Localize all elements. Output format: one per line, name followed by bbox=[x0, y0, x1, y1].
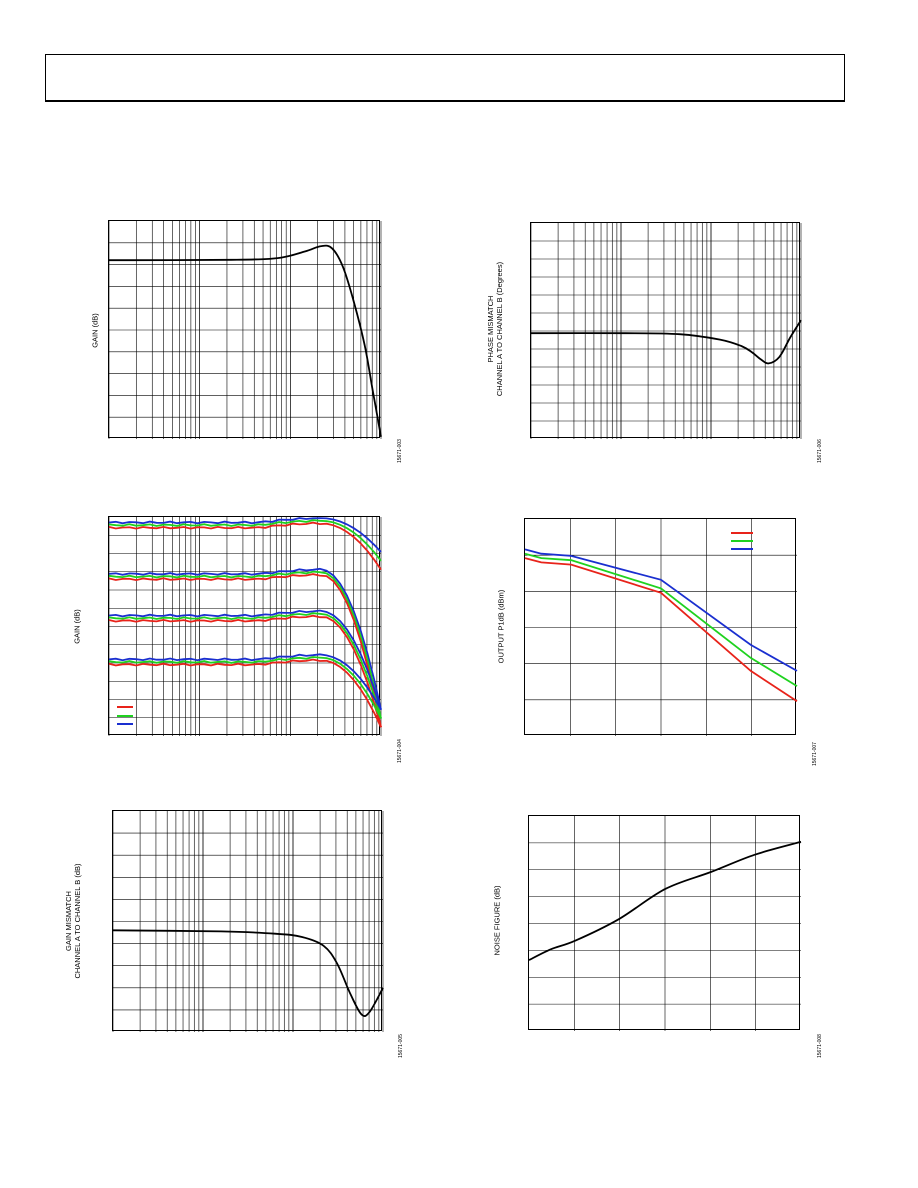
y-axis-label: GAIN (dB) bbox=[72, 609, 82, 644]
gain-series-green bbox=[108, 612, 382, 719]
figure-id: 15671-004 bbox=[397, 739, 403, 763]
p1db-series-blue bbox=[524, 548, 798, 672]
p1db-series-green bbox=[524, 552, 798, 687]
page-header-box bbox=[45, 54, 845, 102]
noise-figure-curve bbox=[528, 840, 802, 961]
output-p1db-plot-area bbox=[524, 518, 798, 736]
figure-id: 15671-007 bbox=[812, 742, 818, 766]
y-axis-label-line-2: CHANNEL A TO CHANNEL B (dB) bbox=[73, 863, 82, 979]
figure-id: 15671-005 bbox=[398, 1034, 404, 1058]
y-axis-label: OUTPUT P1dB (dBm) bbox=[496, 589, 506, 664]
y-axis-label-line-2: CHANNEL A TO CHANNEL B (Degrees) bbox=[495, 261, 504, 397]
y-axis-label: GAIN (dB) bbox=[90, 313, 100, 348]
gain-plot-area bbox=[108, 220, 382, 439]
gain-series-blue bbox=[108, 567, 382, 710]
y-axis-label-line-1: GAIN MISMATCH bbox=[64, 891, 73, 951]
gain-multi-plot-area bbox=[108, 516, 382, 736]
y-axis-label: GAIN MISMATCH CHANNEL A TO CHANNEL B (dB… bbox=[64, 846, 82, 996]
gain-series-green bbox=[108, 519, 382, 562]
gain-series-blue bbox=[108, 517, 382, 553]
gain-series-red bbox=[108, 573, 382, 728]
gain-series-blue bbox=[108, 609, 382, 710]
gain-series-blue bbox=[108, 653, 382, 711]
p1db-series-red bbox=[524, 557, 798, 703]
y-axis-label: NOISE FIGURE (dB) bbox=[492, 885, 502, 956]
gain-curve bbox=[108, 244, 382, 437]
phase-mismatch-curve bbox=[530, 319, 802, 365]
phase-mismatch-plot-area bbox=[530, 222, 802, 439]
gain-mismatch-plot-area bbox=[112, 810, 384, 1032]
y-axis-label: PHASE MISMATCH CHANNEL A TO CHANNEL B (D… bbox=[486, 254, 504, 404]
gain-mismatch-curve bbox=[112, 929, 384, 1017]
gain-series-red bbox=[108, 614, 382, 728]
figure-id: 15671-003 bbox=[397, 439, 403, 463]
gain-series-green bbox=[108, 570, 382, 719]
y-axis-label-line-1: PHASE MISMATCH bbox=[486, 295, 495, 363]
figure-id: 15671-008 bbox=[817, 1034, 823, 1058]
noise-figure-plot-area bbox=[528, 815, 802, 1031]
figure-id: 15671-006 bbox=[817, 439, 823, 463]
gain-series-red bbox=[108, 521, 382, 571]
gain-series-green bbox=[108, 656, 382, 719]
gain-series-red bbox=[108, 658, 382, 728]
